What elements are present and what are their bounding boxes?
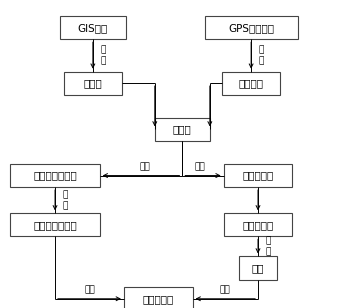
Bar (64, 72, 122, 95)
Text: 投影: 投影 (220, 286, 231, 295)
Text: 匹配: 匹配 (194, 162, 205, 172)
Bar (10, 164, 100, 187)
Text: 匹配: 匹配 (139, 162, 150, 172)
Bar (239, 256, 277, 280)
Bar (60, 16, 126, 39)
Text: 车辆信息: 车辆信息 (239, 78, 264, 88)
Text: 轨迹点: 轨迹点 (84, 78, 102, 88)
Bar (224, 213, 292, 237)
Bar (124, 287, 193, 308)
Text: GPS定位服务: GPS定位服务 (228, 23, 274, 33)
Text: 车辆经纬度坐标: 车辆经纬度坐标 (33, 171, 77, 180)
Bar (224, 164, 292, 187)
Text: 站点匹配点: 站点匹配点 (243, 220, 273, 230)
Bar (10, 213, 100, 237)
Text: 车辆最近匹配点: 车辆最近匹配点 (33, 220, 77, 230)
Text: 计
算: 计 算 (266, 237, 271, 256)
Text: 直线模拟图: 直线模拟图 (143, 294, 174, 304)
Text: 采
集: 采 集 (100, 46, 106, 65)
Bar (155, 118, 210, 141)
Bar (205, 16, 298, 39)
Text: 投影: 投影 (84, 286, 95, 295)
Text: 采
集: 采 集 (259, 46, 264, 65)
Text: 站距: 站距 (252, 263, 264, 273)
Text: 计算机: 计算机 (173, 124, 192, 134)
Bar (222, 72, 280, 95)
Text: 经纬度坐标: 经纬度坐标 (243, 171, 273, 180)
Text: GIS工具: GIS工具 (78, 23, 108, 33)
Text: 计
算: 计 算 (63, 191, 68, 210)
